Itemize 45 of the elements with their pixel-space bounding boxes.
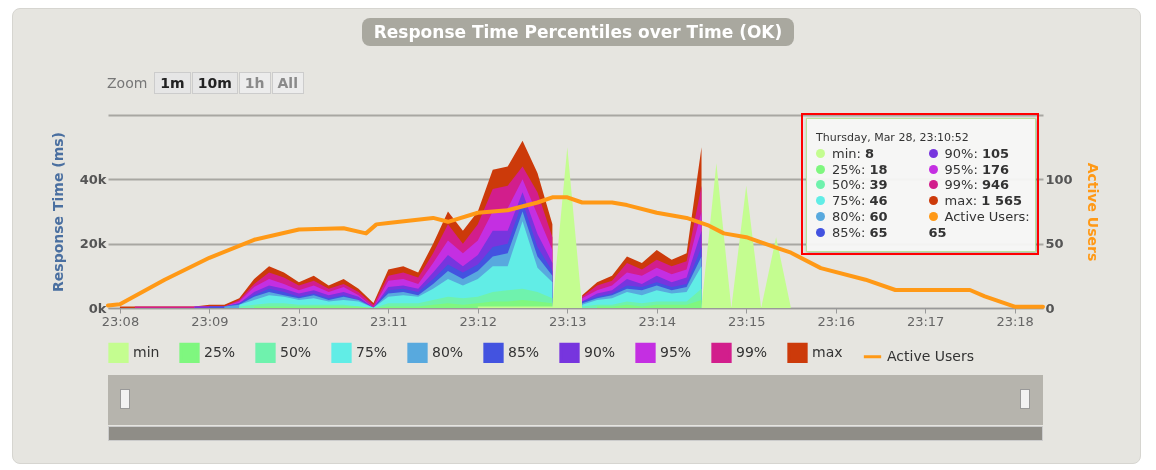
annotation: 50%: 39 [832, 177, 888, 193]
chart-title: Response Time Percentiles over Time (OK) [361, 18, 795, 46]
legend-label: 99% [736, 343, 768, 360]
legend-label: Active Users [887, 347, 974, 364]
legend-label: 95% [660, 343, 692, 360]
x-tick-label: 23:11 [370, 313, 408, 329]
legend-label: 85% [508, 343, 540, 360]
line-series [106, 195, 1045, 309]
y-tick-label: 20k [79, 236, 107, 252]
y2-tick-label: 0 [1045, 300, 1055, 316]
annotation: 25%: 18 [832, 161, 888, 177]
legend-label: 80% [432, 343, 464, 360]
annotation: Active Users: 65 [928, 208, 1030, 240]
x-tick-label: 23:18 [996, 313, 1034, 329]
x-tick-label: 23:16 [817, 313, 855, 329]
x-tick-label: 23:09 [191, 313, 229, 329]
x-tick-label: 23:14 [638, 313, 676, 329]
legend-label: 50% [280, 343, 312, 360]
y2-tick-label: 100 [1045, 171, 1073, 187]
y-tick-label: 40k [79, 171, 107, 187]
legend-label: 25% [204, 343, 236, 360]
annotation: 75%: 46 [832, 193, 888, 209]
x-tick-label: 23:15 [728, 313, 766, 329]
x-tick-label: 23:10 [280, 313, 319, 329]
annotation: 95%: 176 [944, 161, 1010, 177]
y-tick-label: 0k [88, 300, 107, 316]
legend-label: 75% [356, 343, 388, 360]
annotation: 85%: 65 [832, 224, 888, 240]
x-tick-label: 23:12 [459, 313, 498, 329]
x-tick-label: 23:08 [101, 313, 140, 329]
annotation: 99%: 946 [944, 177, 1010, 193]
x-tick-label: 23:17 [906, 313, 945, 329]
annotation: min: 8 [832, 146, 875, 161]
legend-label: max [812, 343, 843, 360]
legend-label: 90% [584, 343, 616, 360]
annotation: Thursday, Mar 28, 23:10:52 [816, 131, 970, 144]
legend-label: min [133, 343, 160, 360]
annotation: 80%: 60 [832, 208, 888, 224]
annotation: max: 1 565 [944, 193, 1023, 209]
annotation: 90%: 105 [944, 146, 1010, 161]
x-tick-label: 23:13 [549, 313, 587, 329]
zoom-buttons: Zoom 1m 10m 1h All [107, 72, 304, 94]
y2-axis-title: Active Users [1084, 162, 1101, 262]
y2-tick-label: 50 [1045, 236, 1064, 252]
y-axis-title: Response Time (ms) [49, 132, 66, 292]
